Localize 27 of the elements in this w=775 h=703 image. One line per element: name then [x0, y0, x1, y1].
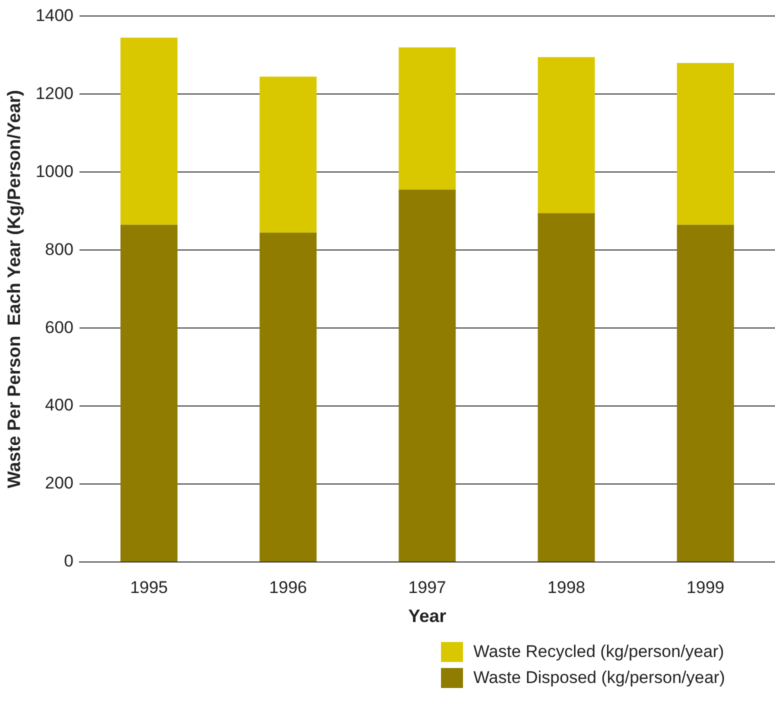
legend-label: Waste Disposed (kg/person/year) [473, 668, 725, 688]
x-tick-label: 1998 [547, 578, 586, 597]
x-axis-title: Year [408, 606, 446, 626]
y-tick-label: 1000 [36, 162, 74, 181]
bar [260, 76, 317, 233]
bar [120, 224, 178, 562]
bar [260, 232, 317, 562]
bar [120, 38, 178, 225]
bar [676, 224, 734, 562]
legend-label: Waste Recycled (kg/person/year) [473, 642, 724, 662]
y-tick-label: 0 [64, 552, 74, 571]
bar [676, 62, 734, 225]
x-tick-label: 1995 [130, 578, 168, 597]
bar [398, 190, 456, 562]
bar [538, 213, 595, 562]
x-tick-label: 1997 [408, 578, 446, 597]
y-tick-label: 200 [45, 474, 74, 493]
x-tick-label: 1996 [269, 578, 308, 597]
bar [398, 47, 456, 190]
y-axis-title: Waste Per Person Each Year (Kg/Person/Year) [4, 90, 24, 488]
y-tick-label: 800 [45, 240, 74, 259]
y-tick-label: 600 [45, 318, 74, 337]
bar [538, 57, 595, 214]
y-tick-label: 1200 [36, 84, 74, 103]
y-tick-label: 1400 [36, 6, 74, 25]
x-tick-label: 1999 [686, 578, 724, 597]
y-tick-label: 400 [45, 396, 74, 415]
